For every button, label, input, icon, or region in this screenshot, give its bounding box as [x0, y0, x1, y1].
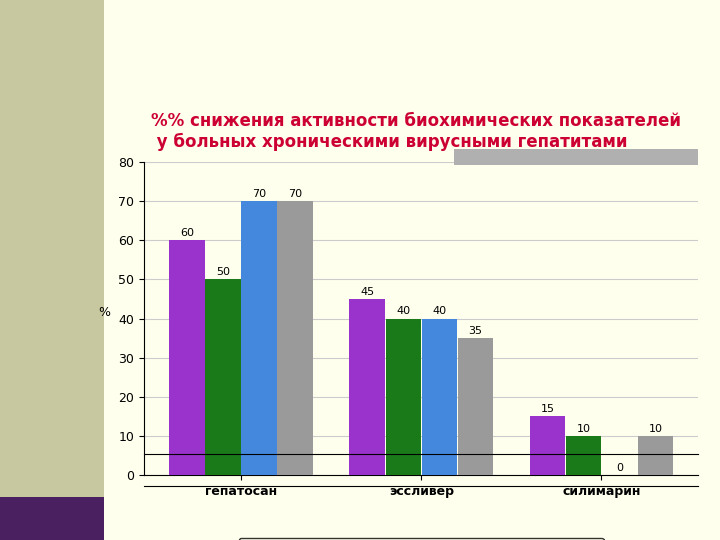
Bar: [169, 240, 204, 475]
Bar: [638, 436, 673, 475]
Bar: [422, 319, 457, 475]
Bar: [349, 299, 384, 475]
Text: 45: 45: [360, 287, 374, 296]
Text: 15: 15: [541, 404, 554, 414]
Text: 10: 10: [649, 424, 662, 434]
Text: 70: 70: [288, 189, 302, 199]
Text: 10: 10: [577, 424, 590, 434]
Text: 60: 60: [180, 228, 194, 238]
Text: 40: 40: [432, 306, 446, 316]
Bar: [277, 201, 312, 475]
Text: 35: 35: [468, 326, 482, 336]
Text: 50: 50: [216, 267, 230, 277]
Legend: АлАТ, АсАТ, ГТТП, о.билирубин: АлАТ, АсАТ, ГТТП, о.билирубин: [239, 538, 603, 540]
Y-axis label: %: %: [99, 306, 110, 319]
Text: 0: 0: [616, 463, 623, 473]
Bar: [385, 319, 420, 475]
Text: %% снижения активности биохимических показателей
 у больных хроническими вирусны: %% снижения активности биохимических пок…: [151, 112, 681, 151]
Bar: [0, 497, 104, 540]
Bar: [241, 201, 276, 475]
Text: 70: 70: [252, 189, 266, 199]
Bar: [205, 280, 240, 475]
Bar: [530, 416, 565, 475]
Text: 40: 40: [396, 306, 410, 316]
Bar: [458, 338, 493, 475]
Bar: [566, 436, 601, 475]
